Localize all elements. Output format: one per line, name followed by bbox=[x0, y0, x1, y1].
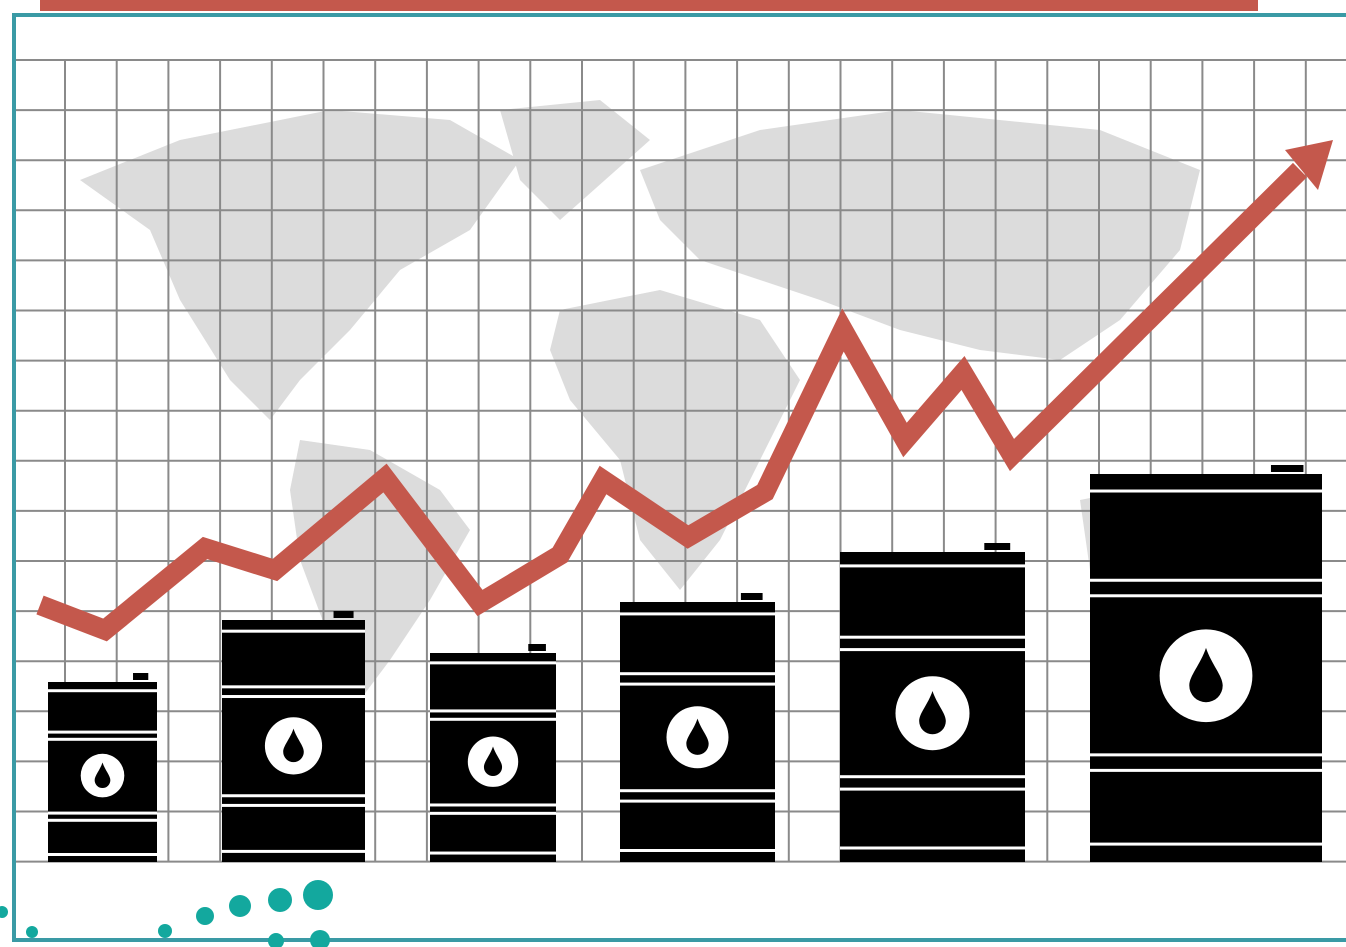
barrel-stripe bbox=[1090, 489, 1322, 493]
barrel-stripe bbox=[1090, 578, 1322, 582]
barrel-stripe bbox=[1090, 768, 1322, 772]
dot bbox=[310, 930, 330, 947]
dot bbox=[303, 880, 333, 910]
barrel-stripe bbox=[1090, 842, 1322, 846]
barrel-stripe bbox=[1090, 594, 1322, 598]
barrel-stripe bbox=[840, 775, 1025, 779]
barrel-stripe bbox=[620, 849, 775, 852]
barrel-stripe bbox=[430, 709, 556, 713]
trend-arrowhead bbox=[1285, 140, 1333, 190]
eurasia bbox=[640, 110, 1200, 360]
barrel-stripe bbox=[430, 803, 556, 807]
oil-drop bbox=[483, 746, 503, 777]
oil-drop bbox=[919, 691, 946, 735]
barrel-stripe bbox=[1090, 753, 1322, 757]
barrel-stripe bbox=[48, 689, 157, 693]
barrel-cap bbox=[1270, 465, 1304, 472]
dot bbox=[268, 933, 284, 947]
oil-drop bbox=[1189, 647, 1223, 703]
barrel-stripe bbox=[840, 787, 1025, 791]
barrel-cap bbox=[984, 543, 1011, 550]
north-america bbox=[80, 110, 520, 420]
barrel-stripe bbox=[222, 849, 365, 853]
dots bbox=[0, 880, 333, 947]
oil-drop bbox=[686, 718, 709, 755]
barrel-cap bbox=[740, 593, 763, 600]
barrel-stripe bbox=[222, 685, 365, 689]
barrel-stripe bbox=[222, 803, 365, 807]
barrel-stripe bbox=[620, 682, 775, 686]
barrel-stripe bbox=[620, 799, 775, 803]
barrel-stripe bbox=[48, 853, 157, 856]
barrel-stripe bbox=[840, 648, 1025, 652]
barrel-stripe bbox=[840, 846, 1025, 850]
barrel-stripe bbox=[430, 811, 556, 815]
barrel-stripe bbox=[222, 695, 365, 699]
barrel-stripe bbox=[48, 730, 157, 734]
barrel-stripe bbox=[840, 564, 1025, 568]
oil-drop bbox=[283, 728, 304, 763]
barrel-stripe bbox=[48, 737, 157, 741]
barrel-stripe bbox=[620, 672, 775, 676]
barrel-stripe bbox=[430, 851, 556, 855]
top-bar bbox=[40, 0, 1258, 11]
barrel-cap bbox=[333, 611, 354, 618]
barrel-stripe bbox=[48, 811, 157, 815]
barrel-cap bbox=[528, 644, 546, 651]
dot bbox=[196, 907, 214, 925]
frame bbox=[12, 13, 1346, 942]
barrel-stripe bbox=[48, 818, 157, 822]
dot bbox=[26, 926, 38, 938]
dot bbox=[268, 888, 292, 912]
barrel-stripe bbox=[620, 789, 775, 793]
barrel-cap bbox=[133, 673, 149, 680]
trend-line bbox=[36, 162, 1308, 642]
dot bbox=[0, 906, 8, 918]
dot bbox=[158, 924, 172, 938]
oil-drop bbox=[94, 762, 111, 789]
barrels bbox=[48, 465, 1322, 862]
dot bbox=[229, 895, 251, 917]
barrel-stripe bbox=[840, 635, 1025, 639]
barrel-stripe bbox=[222, 794, 365, 798]
barrel-stripe bbox=[222, 629, 365, 633]
barrel-stripe bbox=[430, 661, 556, 665]
barrel-stripe bbox=[620, 612, 775, 616]
barrel-stripe bbox=[430, 717, 556, 721]
